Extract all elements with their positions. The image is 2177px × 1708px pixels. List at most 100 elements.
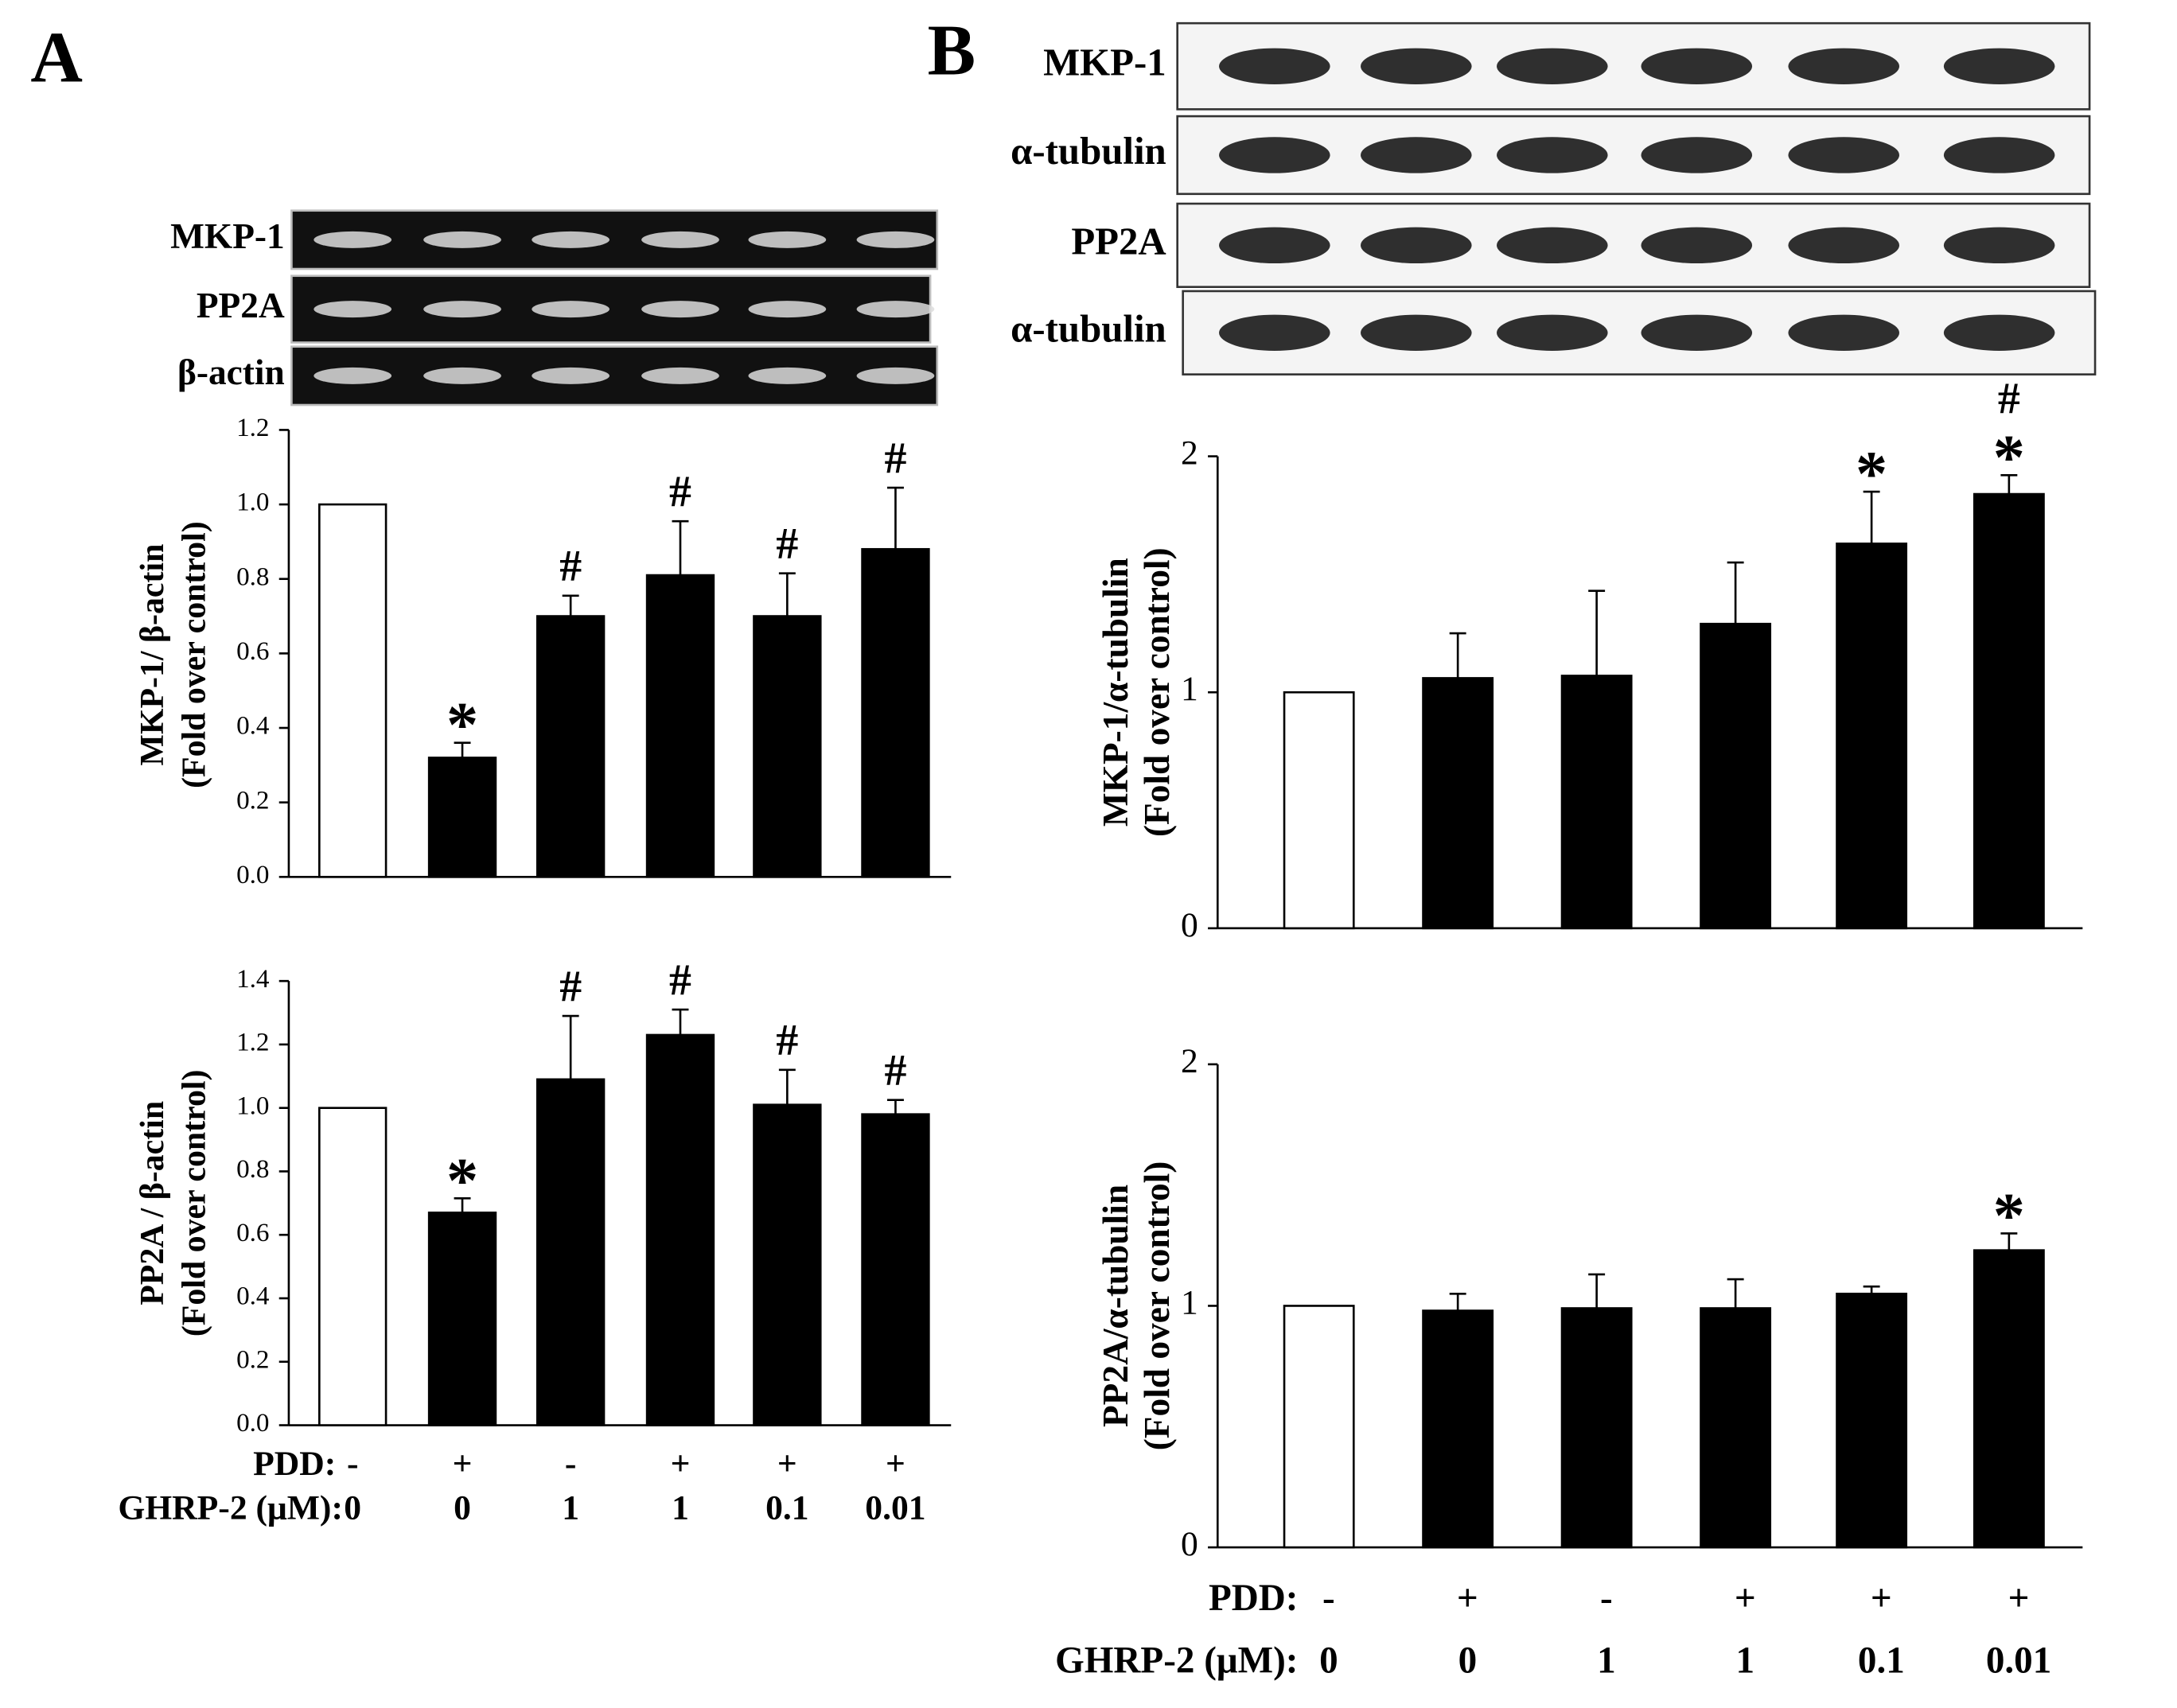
band [423, 301, 501, 318]
y-tick-label: 1.4 [236, 964, 270, 994]
bar [1422, 1309, 1494, 1549]
blot [290, 209, 939, 270]
panel-label: A [30, 17, 83, 97]
y-tick-label: 1.0 [236, 488, 269, 517]
annotation: # [559, 962, 582, 1011]
blot-label: MKP-1 [170, 216, 285, 256]
panel-label: B [928, 10, 976, 91]
band [532, 301, 610, 318]
row-label: PDD: [1209, 1578, 1299, 1619]
annotation: # [884, 1046, 906, 1095]
bar [861, 1113, 930, 1426]
band [1219, 227, 1330, 264]
blot-label: MKP-1 [1043, 40, 1166, 84]
annotation: * [1993, 1181, 2025, 1251]
y-tick-label: 0.6 [236, 636, 269, 666]
band [1641, 137, 1753, 173]
bar [753, 615, 822, 878]
band [1219, 314, 1330, 351]
row-label: PDD: [253, 1445, 336, 1483]
treatment-value: - [1322, 1578, 1335, 1619]
band [1361, 314, 1472, 351]
treatment-value: 0.01 [865, 1489, 925, 1527]
bar [1560, 1307, 1633, 1549]
bar [1283, 691, 1355, 930]
y-axis-label: (Fold over control) [1137, 1161, 1177, 1451]
y-tick-label: 0.2 [236, 1344, 269, 1374]
annotation: * [1993, 422, 2025, 493]
blot-label: α-tubulin [1011, 129, 1166, 173]
band [1361, 137, 1472, 173]
annotation: * [446, 1146, 478, 1216]
treatment-value: - [1600, 1578, 1613, 1619]
treatment-value: 1 [672, 1489, 689, 1527]
band [314, 367, 392, 384]
band [1943, 227, 2055, 264]
bar [318, 1107, 387, 1426]
treatment-value: 1 [1597, 1640, 1616, 1681]
band [856, 367, 935, 384]
bar [1700, 622, 1772, 930]
band [1497, 137, 1608, 173]
treatment-value: 1 [562, 1489, 579, 1527]
band [856, 301, 935, 318]
y-axis-label: PP2A/α-tubulin [1096, 1185, 1135, 1427]
y-tick-label: 1 [1181, 670, 1198, 708]
treatment-value: + [1457, 1578, 1478, 1619]
bar [1973, 1249, 2045, 1549]
y-tick-label: 0 [1181, 906, 1198, 944]
annotation: # [669, 955, 691, 1005]
blot-label: PP2A [1071, 220, 1166, 263]
bar [753, 1103, 822, 1426]
row-label: GHRP-2 (μM): [1055, 1640, 1298, 1681]
y-tick-label: 0.8 [236, 562, 269, 591]
band [748, 367, 827, 384]
treatment-value: + [1735, 1578, 1756, 1619]
treatment-value: 0 [1458, 1640, 1478, 1681]
bar [1700, 1307, 1772, 1549]
y-axis-label: MKP-1/ β-actin [134, 544, 171, 766]
band [1641, 48, 1753, 84]
y-tick-label: 0 [1181, 1525, 1198, 1563]
band [1219, 137, 1330, 173]
treatment-value: 0.1 [1858, 1640, 1905, 1681]
band [748, 301, 827, 318]
band [314, 231, 392, 248]
blot-label: β-actin [177, 352, 285, 392]
annotation: # [1998, 374, 2020, 423]
band [423, 231, 501, 248]
treatment-value: + [777, 1445, 797, 1483]
blot [290, 345, 939, 407]
band [641, 301, 719, 318]
treatment-value: 0 [344, 1489, 361, 1527]
treatment-value: + [886, 1445, 905, 1483]
band [1497, 314, 1608, 351]
bar [535, 615, 606, 878]
treatment-value: + [671, 1445, 691, 1483]
band [423, 367, 501, 384]
bar [1422, 677, 1494, 930]
y-tick-label: 0.6 [236, 1218, 269, 1247]
y-tick-label: 1.2 [236, 1028, 269, 1057]
treatment-value: - [565, 1445, 577, 1483]
band [532, 367, 610, 384]
treatment-value: 0 [454, 1489, 471, 1527]
y-tick-label: 1 [1181, 1283, 1198, 1321]
annotation: * [1856, 439, 1887, 510]
band [1497, 48, 1608, 84]
annotation: # [669, 468, 691, 517]
treatment-value: + [2008, 1578, 2030, 1619]
y-tick-label: 0.4 [236, 1282, 270, 1311]
band [1788, 137, 1900, 173]
bar [645, 574, 715, 878]
y-axis-label: MKP-1/α-tubulin [1096, 558, 1135, 827]
blot-label: PP2A [197, 286, 285, 325]
treatment-value: - [347, 1445, 359, 1483]
band [1788, 314, 1900, 351]
band [1361, 48, 1472, 84]
y-tick-label: 1.0 [236, 1091, 269, 1120]
bar [427, 757, 497, 878]
bar [427, 1211, 497, 1426]
treatment-value: 0.1 [765, 1489, 809, 1527]
